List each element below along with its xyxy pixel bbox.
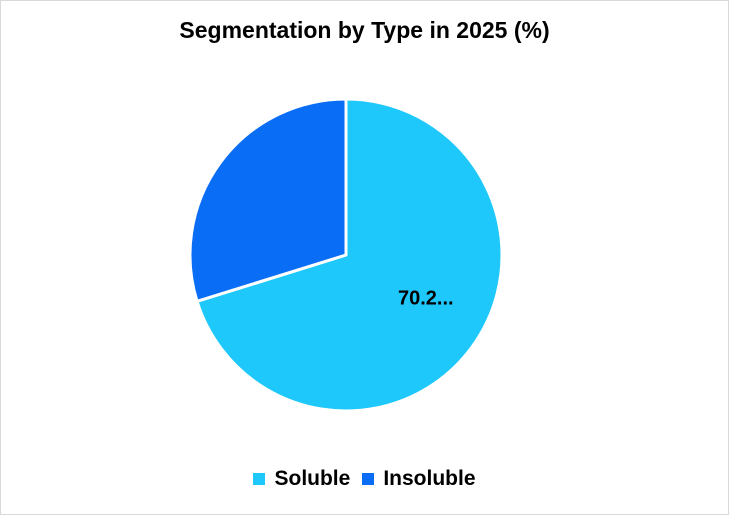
legend-item-insoluble: Insoluble — [362, 467, 476, 491]
legend-label-soluble: Soluble — [274, 467, 351, 490]
data-label-soluble: 70.2... — [398, 288, 454, 310]
legend-swatch-insoluble — [362, 473, 375, 485]
pie-slices — [188, 97, 504, 413]
pie-slice-insoluble — [188, 97, 348, 303]
legend-item-soluble: Soluble — [253, 467, 350, 491]
pie-slice-soluble — [195, 97, 504, 413]
chart-title: Segmentation by Type in 2025 (%) — [179, 17, 550, 43]
pie-data-labels: 70.2... — [398, 288, 454, 310]
chart-legend: Soluble Insoluble — [1, 467, 728, 491]
legend-swatch-soluble — [253, 473, 266, 485]
legend-label-insoluble: Insoluble — [383, 467, 476, 490]
